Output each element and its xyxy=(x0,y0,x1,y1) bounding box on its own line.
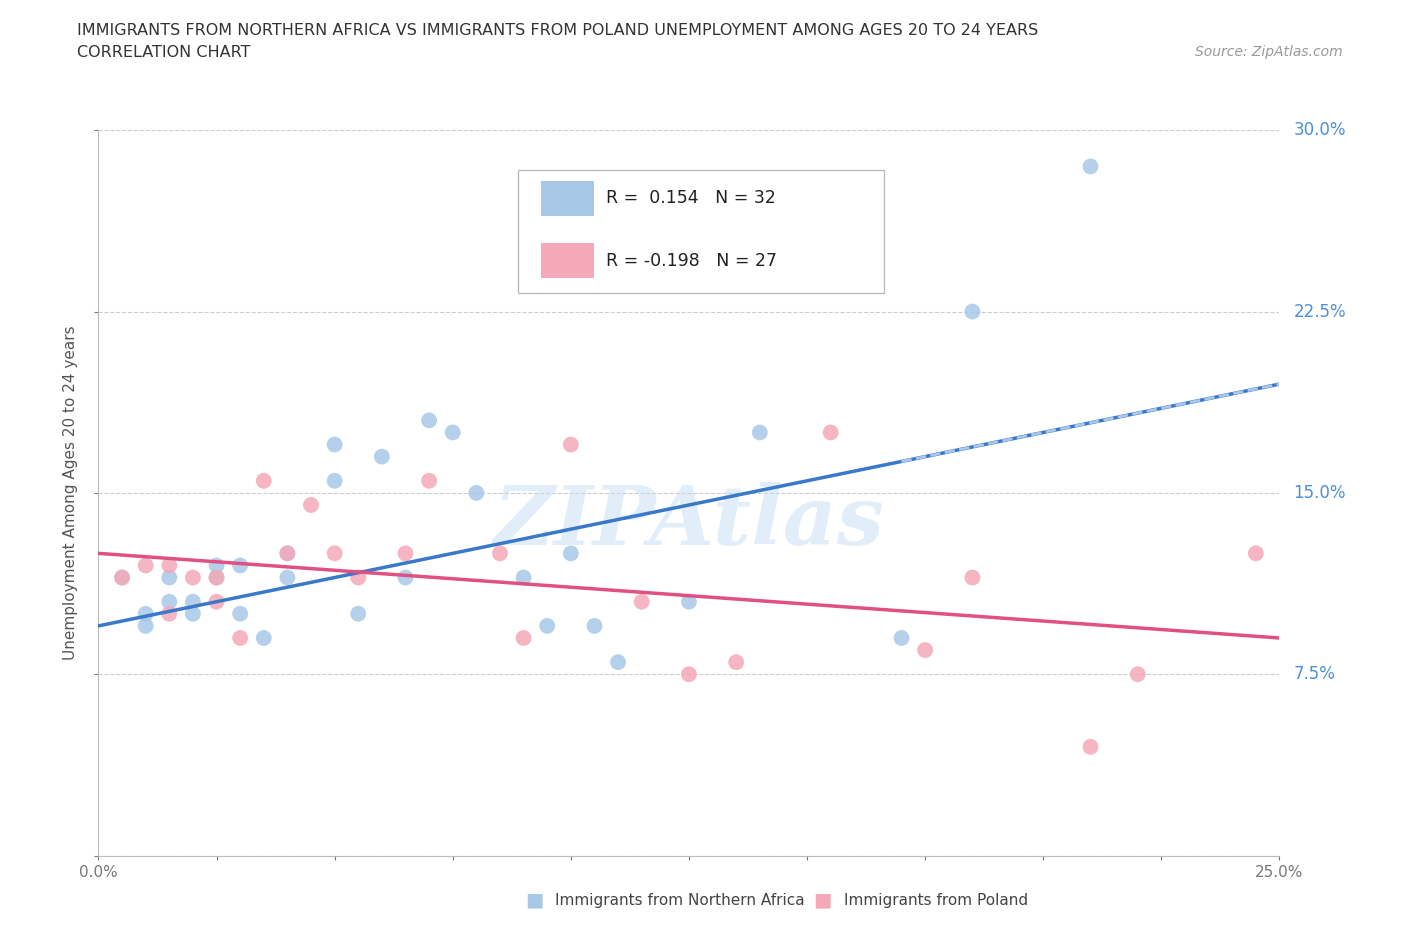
Point xyxy=(157,606,180,621)
Point xyxy=(512,631,534,645)
Text: 7.5%: 7.5% xyxy=(1294,665,1336,684)
Point xyxy=(253,631,276,645)
Text: R =  0.154   N = 32: R = 0.154 N = 32 xyxy=(606,190,776,207)
Point xyxy=(299,498,322,512)
Point xyxy=(418,413,440,428)
Point xyxy=(135,558,157,573)
Point xyxy=(323,437,346,452)
FancyBboxPatch shape xyxy=(517,170,884,294)
Point xyxy=(157,570,180,585)
Text: 22.5%: 22.5% xyxy=(1294,302,1346,321)
Point xyxy=(323,546,346,561)
Point xyxy=(205,558,228,573)
FancyBboxPatch shape xyxy=(541,181,595,216)
Point xyxy=(371,449,394,464)
Point xyxy=(229,558,252,573)
Point xyxy=(276,546,298,561)
Point xyxy=(890,631,912,645)
Point xyxy=(748,425,770,440)
Point xyxy=(347,570,370,585)
Point xyxy=(323,473,346,488)
Point xyxy=(914,643,936,658)
Point xyxy=(157,558,180,573)
Point xyxy=(253,473,276,488)
Text: ■: ■ xyxy=(813,891,832,910)
Point xyxy=(205,570,228,585)
Point xyxy=(962,304,984,319)
Point xyxy=(678,594,700,609)
Point xyxy=(630,594,652,609)
Point xyxy=(205,594,228,609)
Text: ■: ■ xyxy=(524,891,544,910)
Text: Immigrants from Poland: Immigrants from Poland xyxy=(844,893,1028,908)
Text: R = -0.198   N = 27: R = -0.198 N = 27 xyxy=(606,252,778,270)
Point xyxy=(512,570,534,585)
Point xyxy=(489,546,512,561)
Point xyxy=(962,570,984,585)
Text: 30.0%: 30.0% xyxy=(1294,121,1346,140)
Point xyxy=(157,594,180,609)
Point xyxy=(135,618,157,633)
Point xyxy=(725,655,748,670)
Point xyxy=(536,618,558,633)
Point xyxy=(465,485,488,500)
Point xyxy=(1244,546,1267,561)
Text: IMMIGRANTS FROM NORTHERN AFRICA VS IMMIGRANTS FROM POLAND UNEMPLOYMENT AMONG AGE: IMMIGRANTS FROM NORTHERN AFRICA VS IMMIG… xyxy=(77,23,1039,38)
Text: Source: ZipAtlas.com: Source: ZipAtlas.com xyxy=(1195,45,1343,59)
Point xyxy=(205,570,228,585)
Point xyxy=(276,546,298,561)
Y-axis label: Unemployment Among Ages 20 to 24 years: Unemployment Among Ages 20 to 24 years xyxy=(63,326,79,660)
Point xyxy=(181,606,204,621)
Point xyxy=(678,667,700,682)
Point xyxy=(607,655,630,670)
Point xyxy=(229,606,252,621)
Point xyxy=(394,546,416,561)
Point xyxy=(111,570,134,585)
Point xyxy=(181,570,204,585)
Point xyxy=(820,425,842,440)
Point xyxy=(583,618,606,633)
Point xyxy=(1126,667,1149,682)
Point xyxy=(135,606,157,621)
Point xyxy=(441,425,464,440)
Point xyxy=(181,594,204,609)
Point xyxy=(276,570,298,585)
Point xyxy=(394,570,416,585)
Text: Immigrants from Northern Africa: Immigrants from Northern Africa xyxy=(555,893,806,908)
Point xyxy=(418,473,440,488)
Point xyxy=(560,546,582,561)
Text: ZIPAtlas: ZIPAtlas xyxy=(494,482,884,562)
Point xyxy=(347,606,370,621)
Point xyxy=(229,631,252,645)
Text: CORRELATION CHART: CORRELATION CHART xyxy=(77,45,250,60)
Point xyxy=(560,437,582,452)
Point xyxy=(111,570,134,585)
FancyBboxPatch shape xyxy=(541,244,595,278)
Text: 15.0%: 15.0% xyxy=(1294,484,1346,502)
Point xyxy=(1080,159,1102,174)
Point xyxy=(1080,739,1102,754)
